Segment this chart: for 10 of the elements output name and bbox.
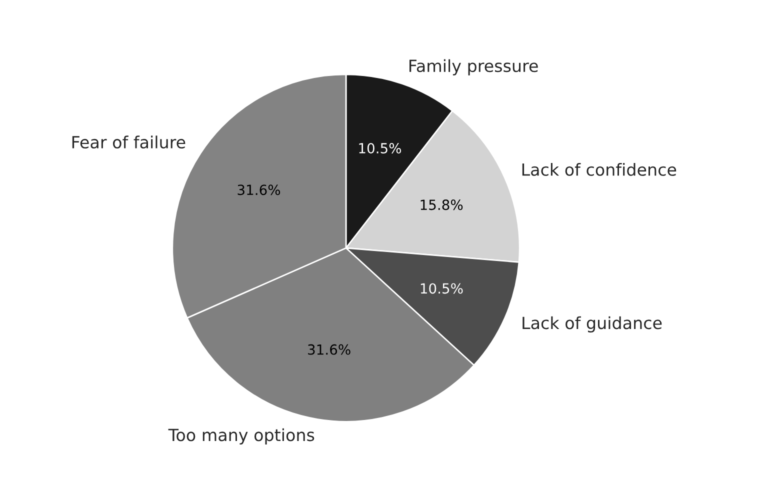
slice-label: Lack of guidance (522, 316, 662, 332)
data-label: 31.6% (308, 344, 350, 355)
slice-label: Family pressure (409, 59, 538, 76)
data-label: 10.5% (420, 283, 463, 294)
data-label: 10.5% (359, 142, 402, 154)
data-label: 15.8% (420, 200, 463, 210)
slice-label: Too many options (168, 428, 314, 444)
slice-label: Fear of failure (72, 136, 186, 148)
slice-label: Lack of confidence (522, 162, 676, 176)
data-label: 31.6% (238, 184, 280, 196)
